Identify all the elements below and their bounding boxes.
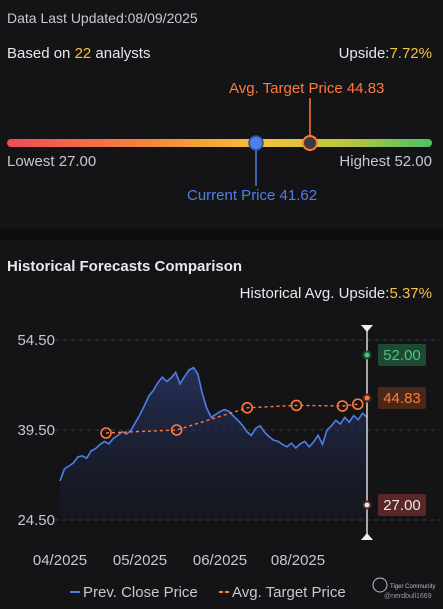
based-on-suffix: analysts — [91, 45, 151, 62]
y-tick-label: 24.50 — [17, 512, 55, 529]
price-area-fill — [60, 367, 367, 520]
upside-label: Upside: — [338, 45, 390, 62]
historical-avg-upside-value: 5.37% — [389, 285, 432, 302]
avg-target-point — [170, 424, 183, 436]
prev-close-price-line — [59, 366, 368, 482]
last-updated-label: Data Last Updated: — [7, 10, 128, 26]
end-label-value: 44.83 — [383, 390, 421, 407]
y-tick-label: 39.50 — [17, 422, 55, 439]
watermark-brand: Tiger Community — [390, 584, 435, 590]
lowest-label: Lowest 27.00 — [7, 153, 97, 170]
tiger-community-logo-icon — [372, 577, 388, 593]
avg-target-point — [100, 427, 112, 439]
historical-avg-upside: Historical Avg. Upside:5.37% — [240, 285, 432, 302]
crosshair-bottom-marker — [361, 533, 373, 540]
section-divider — [0, 228, 443, 240]
current-price-marker — [248, 135, 264, 151]
avg-target-marker — [302, 135, 318, 151]
x-tick-label: 08/2025 — [271, 552, 325, 569]
watermark-user: @nerdbull1669 — [384, 593, 432, 600]
analyst-count-line: Based on 22 analysts — [7, 45, 150, 62]
end-label-box — [378, 494, 426, 516]
based-on-prefix: Based on — [7, 45, 75, 62]
end-label-value: 52.00 — [383, 347, 421, 364]
avg-target-label: Avg. Target Price 44.83 — [229, 80, 385, 97]
avg-target-point — [336, 400, 349, 412]
highest-label: Highest 52.00 — [339, 153, 432, 170]
legend-label: Avg. Target Price — [232, 584, 346, 601]
x-tick-label: 04/2025 — [33, 552, 87, 569]
price-range-gauge — [7, 98, 432, 186]
y-tick-label: 54.50 — [17, 332, 55, 349]
upside-line: Upside:7.72% — [339, 45, 432, 62]
upside-value: 7.72% — [389, 45, 432, 62]
end-label-value: 27.00 — [383, 497, 421, 514]
crosshair-top-marker — [361, 325, 373, 332]
x-tick-label: 06/2025 — [193, 552, 247, 569]
historical-title: Historical Forecasts Comparison — [7, 258, 243, 275]
end-label-box — [378, 344, 426, 366]
last-updated: Data Last Updated:08/09/2025 — [7, 10, 198, 26]
avg-target-point — [290, 399, 303, 412]
x-tick-label: 05/2025 — [113, 552, 167, 569]
avg-target-point — [351, 398, 364, 410]
end-marker — [362, 393, 372, 403]
legend-label: Prev. Close Price — [83, 584, 198, 601]
avg-target-price-line — [105, 403, 358, 434]
end-label-box — [378, 387, 426, 410]
price-range-bar — [7, 139, 432, 147]
current-price-label: Current Price 41.62 — [187, 187, 318, 204]
historical-chart: 54.50 39.50 24.50 04/2025 05/2025 06/2025 08/2… — [17, 325, 440, 601]
historical-avg-upside-label: Historical Avg. Upside: — [239, 285, 390, 302]
last-updated-value: 08/09/2025 — [127, 10, 198, 26]
avg-target-point — [241, 402, 254, 414]
end-marker — [362, 350, 372, 360]
end-marker — [362, 500, 372, 510]
analyst-count: 22 — [74, 45, 92, 62]
